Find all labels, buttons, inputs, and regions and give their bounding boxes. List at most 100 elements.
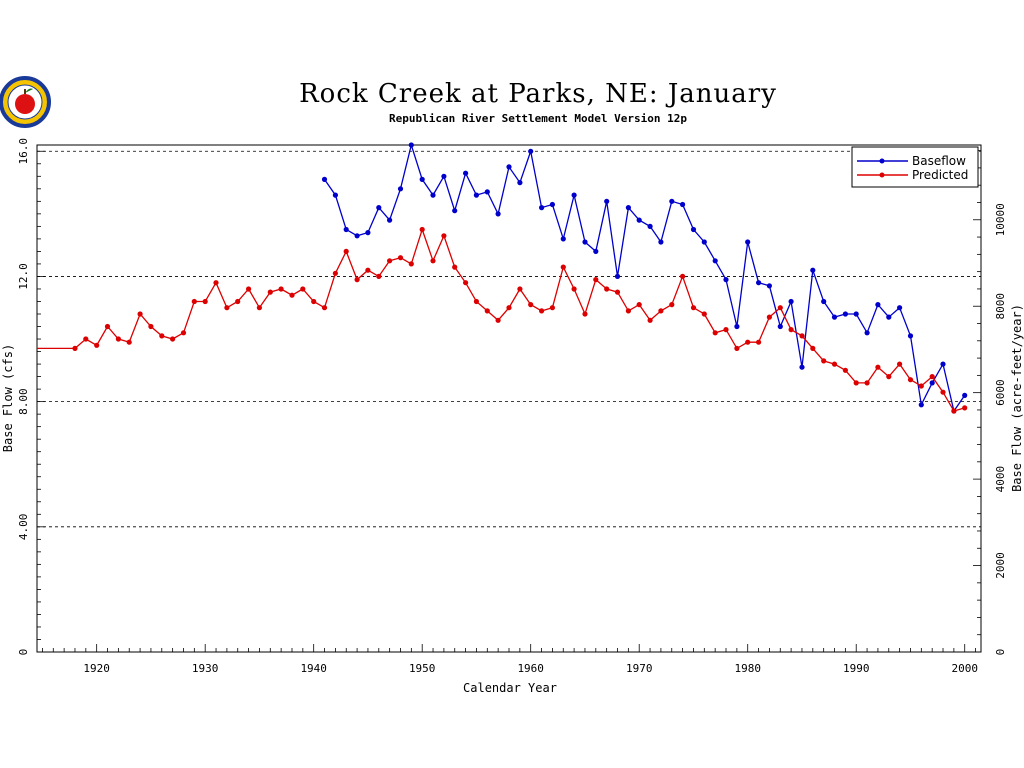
- point-predicted: [951, 408, 957, 414]
- point-baseflow: [387, 217, 393, 223]
- point-predicted: [712, 330, 718, 336]
- series-line-predicted: [37, 227, 965, 412]
- point-predicted: [918, 383, 924, 389]
- point-baseflow: [604, 198, 610, 204]
- point-predicted: [289, 292, 295, 298]
- point-predicted: [962, 405, 968, 411]
- legend-marker-predicted: [879, 172, 885, 178]
- point-baseflow: [484, 189, 490, 195]
- point-predicted: [897, 361, 903, 367]
- point-predicted: [148, 323, 154, 330]
- point-baseflow: [549, 201, 556, 208]
- legend-box: [851, 146, 979, 188]
- point-predicted: [549, 305, 556, 311]
- y-tick-label: 0: [17, 649, 30, 656]
- point-baseflow: [777, 323, 783, 330]
- point-baseflow: [766, 283, 773, 289]
- point-predicted: [72, 345, 78, 351]
- point-baseflow: [831, 314, 838, 320]
- point-predicted: [408, 261, 414, 267]
- point-predicted: [842, 367, 849, 373]
- point-predicted: [582, 311, 588, 317]
- point-predicted: [886, 374, 892, 380]
- point-predicted: [528, 302, 534, 308]
- point-predicted: [452, 264, 458, 270]
- point-predicted: [321, 305, 328, 311]
- point-predicted: [669, 302, 675, 308]
- x-tick-label: 1930: [192, 662, 219, 675]
- point-baseflow: [625, 205, 632, 211]
- point-predicted: [463, 280, 469, 286]
- point-baseflow: [929, 380, 935, 386]
- y2-tick-label: 8000: [994, 293, 1007, 320]
- legend-label-baseflow: Baseflow: [912, 154, 966, 168]
- point-predicted: [354, 277, 360, 283]
- point-baseflow: [962, 392, 968, 398]
- point-predicted: [560, 264, 566, 270]
- chart-subtitle: Republican River Settlement Model Versio…: [389, 112, 687, 125]
- point-baseflow: [680, 201, 686, 208]
- point-baseflow: [658, 239, 664, 245]
- point-baseflow: [875, 302, 881, 308]
- point-baseflow: [799, 364, 805, 370]
- x-axis-label: Calendar Year: [463, 681, 557, 695]
- point-predicted: [137, 311, 143, 317]
- point-baseflow: [419, 176, 425, 182]
- point-predicted: [170, 336, 176, 342]
- x-tick-label: 1970: [626, 662, 653, 675]
- point-predicted: [658, 308, 664, 314]
- point-predicted: [517, 286, 523, 292]
- point-predicted: [745, 339, 751, 345]
- x-tick-label: 1940: [300, 662, 327, 675]
- y-tick-label: 4.00: [17, 514, 30, 541]
- chart-title: Rock Creek at Parks, NE: January: [299, 79, 777, 109]
- point-predicted: [126, 339, 132, 345]
- point-predicted: [604, 286, 610, 292]
- y-tick-label: 12.0: [17, 263, 30, 290]
- point-baseflow: [940, 361, 946, 367]
- point-predicted: [690, 305, 697, 311]
- point-baseflow: [473, 192, 479, 198]
- point-predicted: [593, 277, 599, 283]
- point-predicted: [473, 298, 479, 305]
- point-baseflow: [463, 170, 469, 176]
- point-predicted: [821, 358, 827, 364]
- point-predicted: [397, 255, 404, 261]
- point-baseflow: [842, 311, 849, 317]
- point-baseflow: [810, 267, 816, 273]
- point-predicted: [332, 270, 338, 276]
- point-baseflow: [397, 186, 404, 192]
- point-predicted: [278, 286, 284, 292]
- point-predicted: [430, 258, 436, 264]
- point-predicted: [267, 289, 273, 295]
- point-predicted: [376, 273, 382, 279]
- point-baseflow: [517, 180, 523, 186]
- point-predicted: [680, 273, 686, 279]
- point-baseflow: [669, 198, 675, 204]
- point-baseflow: [701, 239, 707, 245]
- y-tick-label: 8.00: [17, 388, 30, 415]
- point-predicted: [571, 286, 577, 292]
- legend-label-predicted: Predicted: [912, 168, 968, 182]
- point-predicted: [235, 298, 241, 305]
- point-predicted: [419, 226, 425, 233]
- point-predicted: [441, 233, 447, 239]
- point-predicted: [853, 380, 859, 386]
- point-predicted: [387, 258, 393, 264]
- point-baseflow: [495, 211, 501, 217]
- point-baseflow: [441, 173, 447, 179]
- point-predicted: [799, 333, 805, 339]
- point-baseflow: [430, 192, 436, 198]
- point-baseflow: [506, 164, 512, 170]
- x-tick-label: 1960: [517, 662, 544, 675]
- point-baseflow: [886, 314, 892, 320]
- point-baseflow: [560, 236, 566, 242]
- y2-tick-label: 10000: [994, 203, 1007, 236]
- point-predicted: [256, 305, 262, 311]
- point-baseflow: [571, 192, 577, 198]
- point-predicted: [246, 286, 252, 292]
- point-baseflow: [723, 277, 729, 283]
- point-baseflow: [343, 226, 349, 233]
- apple-seal-icon: [0, 76, 51, 128]
